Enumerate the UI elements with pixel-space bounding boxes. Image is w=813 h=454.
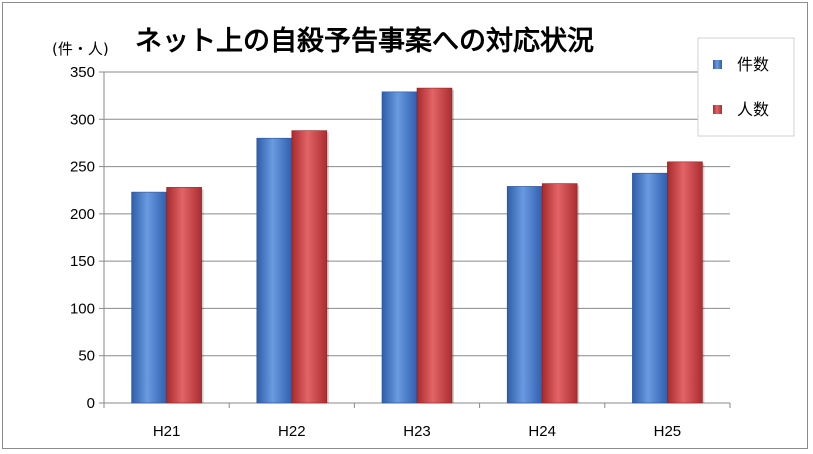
legend-label-people: 人数 <box>737 100 769 119</box>
bar-people-H22 <box>291 130 328 404</box>
bar-people-H21 <box>166 187 202 404</box>
x-tick-label: H24 <box>528 423 556 440</box>
y-axis-unit-label: (件・人) <box>52 40 109 58</box>
bar-people-H24 <box>541 183 578 404</box>
y-tick-label: 100 <box>70 300 95 317</box>
y-axis-ticks: 0 50 100 150 200 250 300 350 <box>70 64 95 412</box>
x-axis-ticks: H21 H22 H23 H24 H25 <box>153 423 681 440</box>
bar-people-H25 <box>667 161 703 404</box>
y-tick-label: 300 <box>70 111 95 128</box>
chart-title: ネット上の自殺予告事案への対応状況 <box>135 25 594 57</box>
legend: 件数 人数 <box>697 37 795 137</box>
legend-swatch-count <box>713 60 722 69</box>
y-tick-label: 250 <box>70 159 95 176</box>
bar-people-H23 <box>416 87 453 404</box>
legend-swatch-people <box>713 105 722 114</box>
x-tick-label: H25 <box>654 423 682 440</box>
bar-count-H21 <box>131 191 167 404</box>
legend-box <box>697 37 795 137</box>
y-tick-label: 0 <box>87 395 95 412</box>
y-tick-label: 50 <box>78 348 95 365</box>
x-tick-label: H22 <box>278 423 306 440</box>
x-tick-label: H23 <box>403 423 431 440</box>
x-tick-label: H21 <box>153 423 181 440</box>
bars <box>131 87 705 404</box>
y-tick-label: 150 <box>70 253 95 270</box>
bar-count-H24 <box>506 186 543 404</box>
legend-label-count: 件数 <box>737 55 769 74</box>
bar-count-H25 <box>632 172 668 404</box>
y-tick-label: 200 <box>70 206 95 223</box>
y-tick-label: 350 <box>70 64 95 81</box>
bar-count-H22 <box>256 137 293 404</box>
bar-count-H23 <box>381 91 418 404</box>
